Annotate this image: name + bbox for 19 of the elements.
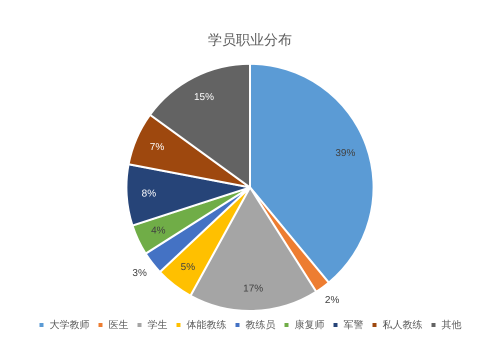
legend-label: 教练员 [246,318,276,331]
data-label: 39% [335,148,356,159]
legend-label: 医生 [108,318,128,331]
legend-label: 体能教练 [186,318,226,331]
data-label: 4% [151,225,166,236]
data-label: 3% [132,268,147,279]
legend-label: 学生 [148,318,168,331]
data-label: 2% [324,295,340,306]
data-label: 15% [194,92,214,103]
data-label: 5% [180,262,196,274]
data-label: 7% [150,142,164,153]
legend-label: 私人教练 [382,318,422,331]
data-label: 8% [142,188,156,200]
legend-label: 大学教师 [50,318,90,331]
legend-label: 康复师 [294,318,324,331]
data-label: 17% [243,283,264,294]
legend-label: 军警 [344,318,364,331]
legend-label: 其他 [442,318,462,331]
chart-title: 学员职业分布 [208,31,292,48]
